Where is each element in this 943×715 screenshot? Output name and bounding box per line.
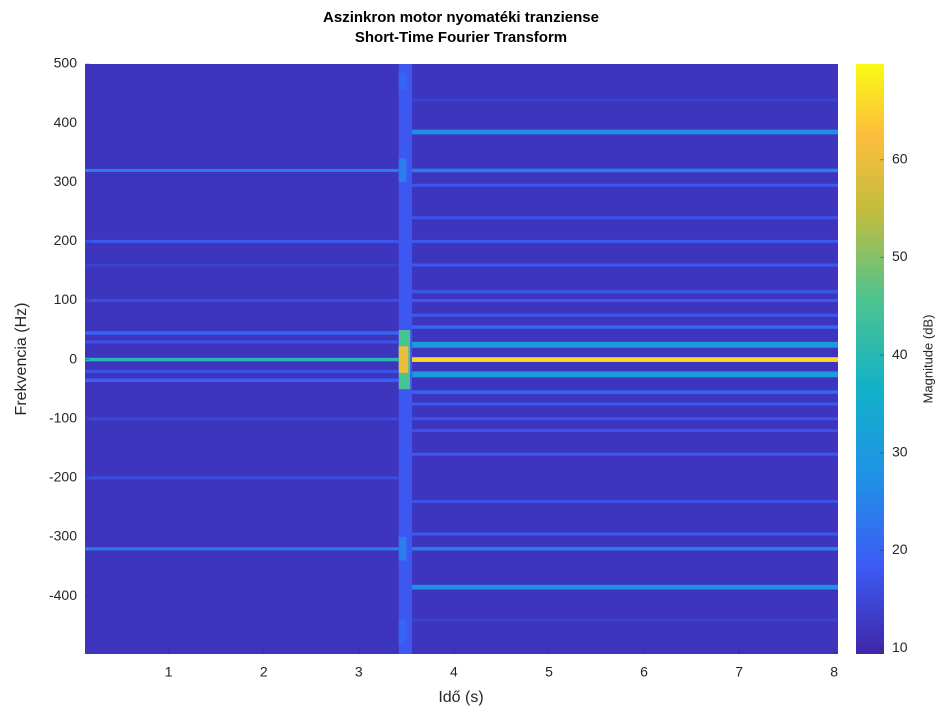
- spectral-band: [85, 298, 399, 302]
- x-axis-label: Idő (s): [438, 689, 483, 706]
- spectral-band: [412, 390, 838, 394]
- x-tick-label: 7: [735, 664, 743, 680]
- plot-area: [85, 64, 838, 654]
- spectral-band: [85, 378, 399, 383]
- x-tick-label: 8: [830, 664, 838, 680]
- spectral-band: [412, 239, 838, 243]
- y-tick-label: 400: [54, 114, 78, 130]
- spectral-band: [412, 129, 838, 135]
- spectral-band: [412, 183, 838, 187]
- colorbar-tick-label: 50: [892, 248, 908, 264]
- y-axis-label: Frekvencia (Hz): [13, 303, 30, 416]
- spectral-band: [412, 216, 838, 220]
- spectral-band: [412, 452, 838, 456]
- chart-title: Aszinkron motor nyomatéki tranziense: [323, 9, 599, 26]
- spectral-band: [412, 289, 838, 294]
- colorbar: [856, 64, 884, 654]
- x-tick-label: 2: [260, 664, 268, 680]
- spectral-band: [412, 357, 838, 362]
- spectral-band: [412, 546, 838, 551]
- colorbar-tick-label: 60: [892, 150, 908, 166]
- chart-subtitle: Short-Time Fourier Transform: [355, 29, 567, 46]
- spectral-band: [85, 263, 399, 267]
- spectral-band: [412, 532, 838, 536]
- spectral-band: [412, 325, 838, 329]
- spectral-band: [85, 417, 399, 421]
- spectral-band: [85, 357, 399, 362]
- x-tick-label: 3: [355, 664, 363, 680]
- y-tick-label: 100: [54, 291, 78, 307]
- spectral-band: [85, 369, 399, 373]
- spectral-band: [398, 158, 407, 183]
- colorbar-tick-label: 30: [892, 443, 908, 459]
- spectral-band: [85, 331, 399, 335]
- spectral-band: [398, 619, 407, 644]
- spectral-band: [412, 618, 838, 622]
- spectral-band: [85, 547, 399, 551]
- spectral-band: [85, 476, 399, 480]
- colorbar-tick-label: 10: [892, 639, 908, 655]
- y-tick-label: -400: [49, 587, 77, 603]
- x-tick-label: 5: [545, 664, 553, 680]
- spectral-band: [412, 98, 838, 102]
- spectral-band: [398, 72, 407, 91]
- spectral-band: [398, 346, 409, 373]
- spectral-band: [412, 417, 838, 421]
- spectral-band: [412, 371, 838, 378]
- spectral-band: [412, 263, 838, 267]
- spectral-band: [85, 340, 399, 344]
- spectral-band: [412, 313, 838, 317]
- y-tick-label: 200: [54, 232, 78, 248]
- spectral-band: [85, 239, 399, 243]
- colorbar-tick-label: 40: [892, 346, 908, 362]
- y-tick-label: -300: [49, 528, 77, 544]
- spectral-band: [412, 429, 838, 433]
- y-tick-label: 500: [54, 55, 78, 71]
- x-tick-label: 1: [165, 664, 173, 680]
- spectral-band: [412, 341, 838, 348]
- x-tick-label: 6: [640, 664, 648, 680]
- spectral-band: [412, 168, 838, 173]
- y-tick-label: -100: [49, 409, 77, 425]
- spectral-band: [412, 298, 838, 302]
- x-tick-label: 4: [450, 664, 458, 680]
- y-tick-label: -200: [49, 469, 77, 485]
- y-tick-label: 300: [54, 173, 78, 189]
- spectral-band: [412, 499, 838, 503]
- spectral-band: [85, 168, 399, 172]
- spectral-band: [412, 584, 838, 590]
- spectral-band: [398, 536, 407, 561]
- axes: 1 2 3 4 5 6 7 8 -400 -300 -200 -100 0 100 200 300 400 500…: [49, 55, 908, 680]
- colorbar-label: Magnitude (dB): [920, 315, 935, 404]
- spectral-band: [412, 402, 838, 406]
- colorbar-tick-label: 20: [892, 541, 908, 557]
- y-tick-label: 0: [69, 350, 77, 366]
